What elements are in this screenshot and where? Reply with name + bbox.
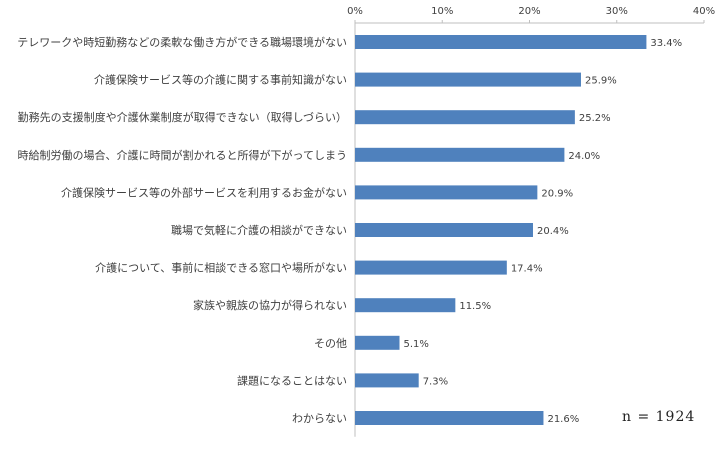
data-label: 21.6% — [547, 414, 579, 425]
x-axis: 0% 10% 20% 30% 40% — [347, 6, 715, 437]
bar — [355, 411, 544, 425]
data-label: 24.0% — [568, 151, 600, 162]
bar — [355, 223, 533, 237]
category-label: 介護保険サービス等の外部サービスを利用するお金がない — [61, 185, 347, 199]
data-label: 11.5% — [459, 301, 491, 312]
data-label: 20.4% — [537, 226, 569, 237]
x-tick-label: 40% — [693, 6, 715, 17]
category-label: 介護保険サービス等の介護に関する事前知識がない — [94, 73, 347, 87]
bar — [355, 147, 565, 162]
x-tick-label: 30% — [606, 6, 628, 17]
category-label: その他 — [314, 337, 347, 350]
bar — [355, 72, 581, 87]
bar — [355, 260, 507, 275]
bar — [355, 110, 575, 125]
bar — [355, 373, 419, 388]
x-tick-label: 20% — [518, 6, 540, 17]
data-label: 33.4% — [650, 38, 682, 49]
data-label: 25.9% — [585, 76, 617, 87]
category-label: 家族や親族の協力が得られない — [193, 298, 347, 312]
sample-size-note: n = 1924 — [622, 409, 696, 425]
data-label: 25.2% — [579, 113, 611, 124]
data-label: 20.9% — [541, 188, 573, 199]
category-label: 職場で気軽に介護の相談ができない — [171, 223, 347, 237]
bar — [355, 185, 538, 200]
bar — [355, 335, 400, 350]
category-label: 課題になることはない — [237, 373, 347, 387]
category-labels: テレワークや時短勤務などの柔軟な働き方ができる職場環境がない介護保険サービス等の… — [17, 35, 347, 425]
category-label: わからない — [292, 412, 347, 425]
x-tick-label: 0% — [347, 6, 363, 17]
category-label: 時給制労働の場合、介護に時間が割かれると所得が下がってしまう — [18, 148, 347, 162]
category-label: テレワークや時短勤務などの柔軟な働き方ができる職場環境がない — [17, 35, 347, 49]
bar — [355, 35, 647, 49]
data-label: 17.4% — [511, 264, 543, 275]
data-label: 5.1% — [403, 339, 428, 350]
bar — [355, 298, 456, 313]
category-label: 勤務先の支援制度や介護休業制度が取得できない（取得しづらい） — [18, 110, 347, 124]
category-label: 介護について、事前に相談できる窓口や場所がない — [95, 261, 347, 275]
data-label: 7.3% — [423, 376, 448, 387]
bars: 33.4% 25.9% 25.2% 24.0% 20.9% 20.4% 17.4% 11.5%… — [355, 35, 682, 425]
x-tick-label: 10% — [431, 6, 453, 17]
